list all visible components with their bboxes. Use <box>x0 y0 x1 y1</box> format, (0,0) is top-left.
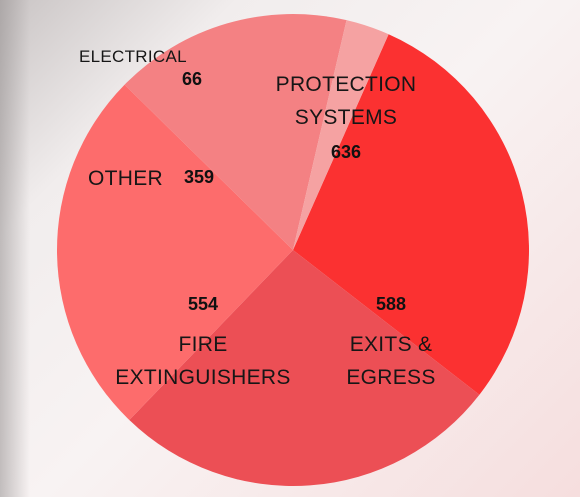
slice-label-fire-extinguishers-line2: EXTINGUISHERS <box>115 366 290 389</box>
slice-value-exits-egress: 588 <box>376 294 406 314</box>
slice-label-other: OTHER <box>88 167 163 190</box>
slice-label-fire-extinguishers: FIRE <box>178 333 227 356</box>
slice-value-electrical: 66 <box>182 69 202 89</box>
slice-label-protection-systems-line2: SYSTEMS <box>295 106 397 129</box>
pie-slice-other <box>124 14 347 251</box>
slice-label-protection-systems: PROTECTION <box>276 73 417 96</box>
pie-slice-exits-egress <box>129 250 480 487</box>
slice-value-fire-extinguishers: 554 <box>188 294 218 314</box>
pie-slices <box>56 14 529 487</box>
pie-slice-fire-extinguishers <box>56 84 293 420</box>
slice-value-protection-systems: 636 <box>331 142 361 162</box>
slice-label-electrical: ELECTRICAL <box>79 47 187 66</box>
slice-label-exits-egress: EXITS & <box>350 333 433 356</box>
pie-slice-electrical <box>293 20 389 250</box>
pie-slice-protection-systems <box>293 34 529 395</box>
slice-label-exits-egress-line2: EGRESS <box>346 366 435 389</box>
slice-value-other: 359 <box>184 167 214 187</box>
